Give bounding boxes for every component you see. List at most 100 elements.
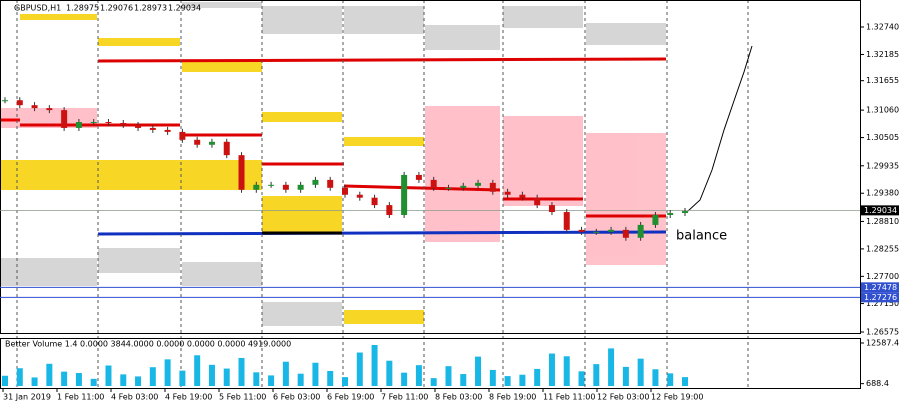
candle [415,174,422,180]
indicator-title: Better Volume 1.4 0.0000 3844.0000 0.000… [5,340,291,349]
candle [164,129,171,132]
volume-bar [105,365,112,386]
volume-bar [179,370,186,386]
volume-bar [149,367,156,386]
x-tick-label: 1 Feb 11:00 [57,393,104,402]
candle [342,187,348,195]
y-tick-label: 1.28810 [866,217,899,226]
volume-bar [622,366,629,386]
volume-bar [637,358,644,386]
volume-bar [282,361,289,386]
level-label-bg [861,292,899,303]
candle [120,122,127,125]
zones [0,2,666,326]
candle [460,185,467,188]
candle [312,179,319,185]
volume-bar [31,377,38,386]
level-label-bg [861,282,899,293]
volume-bar [61,371,68,386]
volume-bar [430,378,437,386]
volume-bar [578,371,585,386]
candle [386,205,393,216]
candle [682,211,688,214]
x-tick-label: 12 Feb 03:00 [597,393,649,402]
volume-bar [75,373,82,386]
symbol: GBPUSD,H1 [14,4,61,13]
current-price-label: 1.29034 [864,206,897,215]
zone [20,14,97,20]
y-tick-label: 1.29935 [866,161,899,170]
high: 1.29076 [100,4,133,13]
x-tick-label: 4 Feb 19:00 [165,393,212,402]
volume-bar [120,374,127,386]
candle [578,229,585,232]
projection-line [687,45,753,212]
zone [503,6,583,28]
open: 1.28975 [66,4,99,13]
candle [548,205,555,213]
candle [519,194,526,198]
x-tick-label: 6 Feb 03:00 [273,393,320,402]
volume-bar [253,372,260,386]
volume-bar [519,374,526,386]
volume-bar [593,364,600,386]
candle [61,110,68,128]
zone [262,302,342,326]
volume-bar [238,357,245,386]
volume-bar [16,368,23,386]
x-tick-label: 5 Feb 11:00 [219,393,266,402]
zone [182,160,262,188]
volume-bar [297,373,304,386]
zone [98,248,180,273]
current-price-bg [861,205,899,216]
volume-bar [342,377,348,386]
y-tick-label: 1.32185 [866,50,899,59]
volume-bar [208,364,215,386]
zone [98,38,180,46]
volume-bar [371,345,378,386]
main-panel [0,0,861,334]
candle [652,215,659,225]
candle [593,231,600,233]
candle [149,127,156,130]
header: GBPUSD,H1 1.28975 1.29076 1.28973 1.2903… [14,4,201,13]
candle [90,121,97,123]
y-tick-label: 1.27150 [866,299,899,308]
zone [586,23,666,45]
zone [425,106,500,242]
y-tick-label: 1.30505 [866,133,899,142]
x-tick-label: 8 Feb 03:00 [435,393,482,402]
y-tick-label: 688.4 [866,379,889,388]
candle [430,179,437,188]
zone [182,262,262,286]
zone [344,6,424,34]
zone [503,116,583,206]
level-label: 1.27478 [864,283,897,292]
level-label: 1.27276 [864,293,897,302]
y-tick-label: 12587.4 [866,339,899,348]
y-tick-label: 1.27700 [866,272,899,281]
y-tick-label: 1.29380 [866,189,899,198]
volume-bar [268,375,275,386]
y-tick-label: 1.28255 [866,244,899,253]
zone [425,25,500,50]
candle [608,229,615,232]
candle [622,229,629,238]
blue-level [97,230,667,236]
volume-bar [135,376,142,386]
volume-bar [667,373,674,386]
x-tick-label: 8 Feb 19:00 [489,393,536,402]
candle [504,191,511,195]
candle [489,182,496,192]
candle [135,124,142,128]
volume-bar [460,374,467,386]
volume-bar [475,356,482,386]
candle [475,182,482,186]
volume-bar [327,370,334,386]
candle [563,212,570,230]
volume-bar [386,360,393,386]
zone [586,133,666,265]
zone [344,310,424,324]
candle [223,141,230,156]
